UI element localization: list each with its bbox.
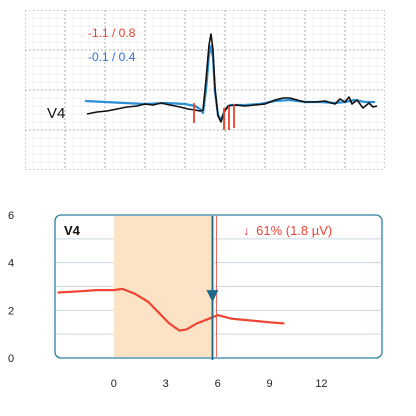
fiducial-markers	[193, 103, 235, 130]
x-tick-label: 9	[266, 378, 272, 390]
cursor-handle-icon[interactable]	[206, 290, 219, 303]
y-tick-label: 6	[8, 210, 14, 222]
change-value: 61% (1.8 µV)	[256, 223, 332, 238]
change-readout: ↓ 61% (1.8 µV)	[243, 223, 332, 238]
x-tick-label: 6	[215, 378, 221, 390]
x-axis: 0 3 6 9 12	[111, 378, 328, 390]
trend-gridlines	[56, 238, 381, 335]
trend-lead-label: V4	[64, 223, 81, 238]
lead-label: V4	[47, 105, 65, 122]
y-tick-label: 4	[8, 258, 14, 270]
trend-series-line	[57, 287, 285, 332]
current-trace	[86, 33, 378, 123]
y-tick-label: 0	[8, 353, 14, 365]
trend-chart: 6 4 2 0 0 3 6 9 12 V4 ↓ 61% (1.8 µV)	[8, 210, 383, 390]
ecg-waveform-panel: -1.1 / 0.8 -0.1 / 0.4 V4	[25, 10, 385, 170]
measurement-blue-label: -0.1 / 0.4	[88, 50, 136, 64]
x-tick-label: 12	[315, 378, 327, 390]
down-arrow-icon: ↓	[243, 223, 250, 238]
measurement-red-label: -1.1 / 0.8	[88, 26, 136, 40]
y-axis: 6 4 2 0	[8, 210, 14, 365]
highlight-region	[113, 216, 215, 357]
y-tick-label: 2	[8, 305, 14, 317]
x-tick-label: 3	[163, 378, 169, 390]
ecg-grid	[25, 10, 385, 170]
time-cursor[interactable]	[206, 216, 219, 360]
x-tick-label: 0	[111, 378, 117, 390]
